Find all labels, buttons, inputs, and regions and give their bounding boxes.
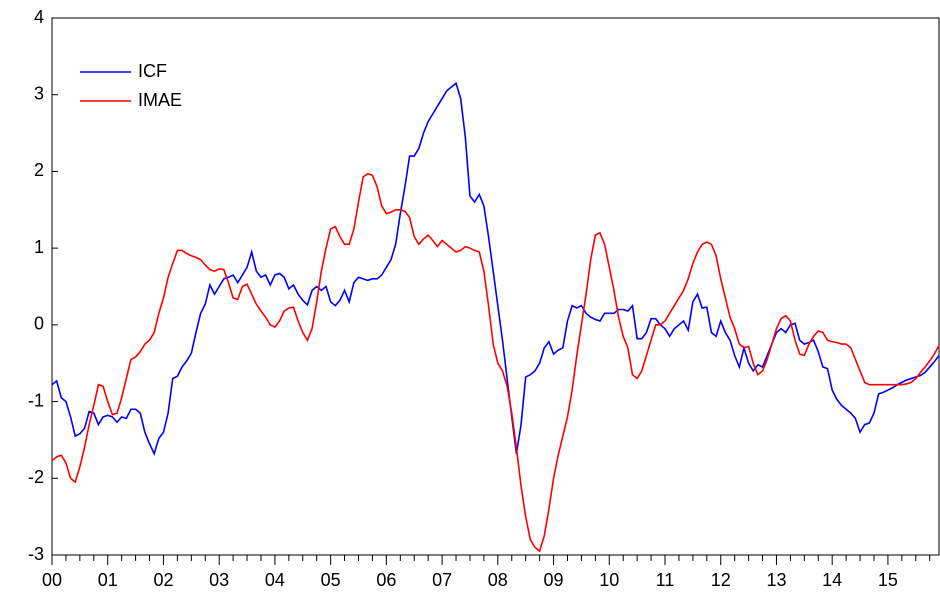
series-line [51,172,940,553]
x-tick-label: 00 [42,570,62,590]
y-tick-label: 1 [34,237,44,257]
x-tick-label: 08 [488,570,508,590]
x-tick-label: 13 [766,570,786,590]
y-tick-label: 0 [34,314,44,334]
x-tick-label: 12 [711,570,731,590]
x-tick-label: 14 [822,570,842,590]
y-tick-label: 2 [34,160,44,180]
x-tick-label: 06 [376,570,396,590]
x-tick-label: 11 [656,570,675,590]
y-tick-label: 4 [34,7,44,27]
x-tick-label: 10 [599,570,619,590]
y-tick-label: -3 [28,544,44,564]
x-tick-label: 03 [209,570,229,590]
y-tick-label: -2 [28,467,44,487]
y-tick-label: -1 [28,390,44,410]
x-tick-label: 15 [878,570,898,590]
x-tick-label: 01 [98,570,118,590]
legend-label: ICF [138,61,167,81]
x-tick-label: 09 [544,570,564,590]
x-tick-label: 05 [321,570,341,590]
x-tick-label: 04 [265,570,285,590]
legend-label: IMAE [138,90,182,110]
plot-frame [51,17,940,556]
series-line [51,81,940,456]
y-tick-label: 3 [34,83,44,103]
x-tick-label: 07 [432,570,452,590]
x-tick-label: 02 [153,570,173,590]
